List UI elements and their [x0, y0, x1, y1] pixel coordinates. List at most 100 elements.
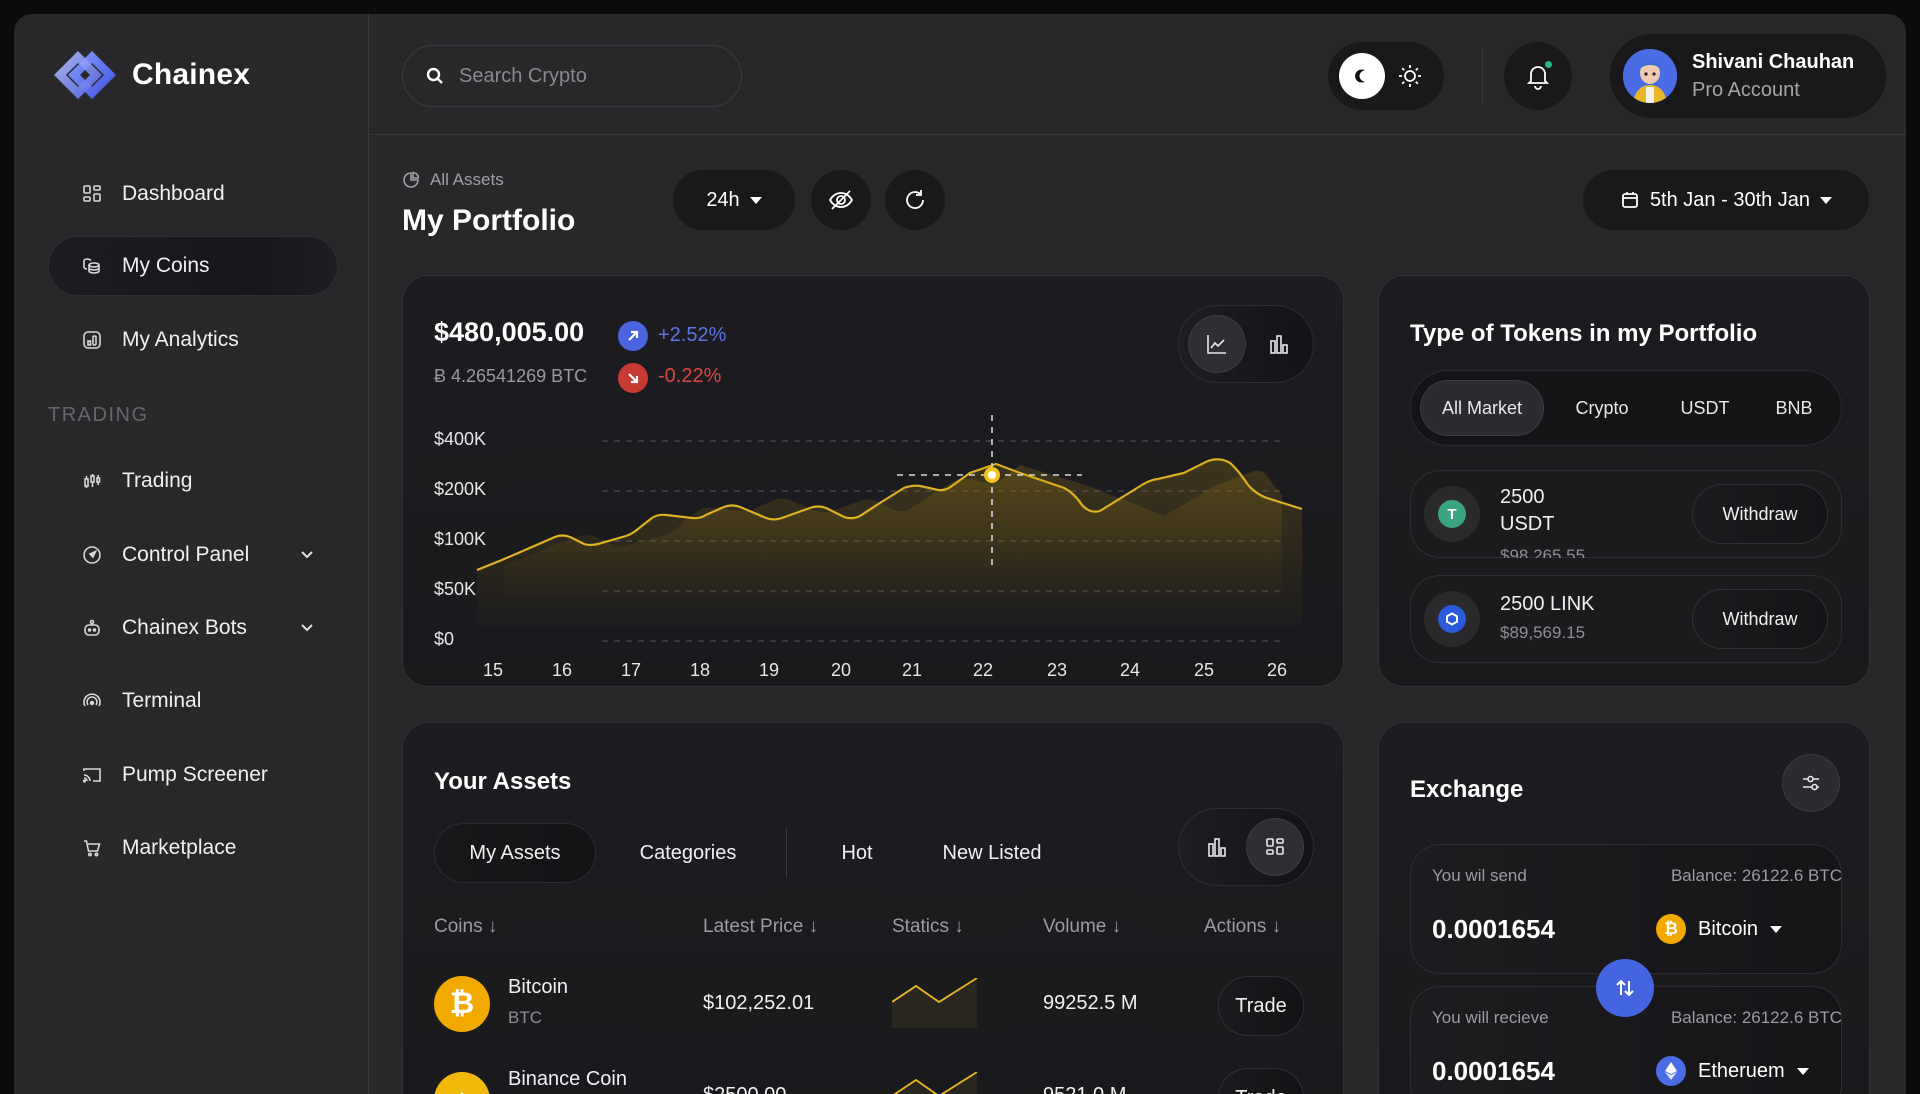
sidebar-item-label: Trading: [122, 469, 193, 492]
bitcoin-icon: ₿: [1656, 914, 1686, 944]
bar-chart-icon: [1270, 335, 1288, 354]
user-profile[interactable]: Shivani Chauhan Pro Account: [1609, 33, 1887, 119]
column-header-volume[interactable]: Volume ↓: [1043, 916, 1122, 937]
chainex-logo-icon: [48, 48, 122, 102]
sidebar-item-label: Marketplace: [122, 836, 237, 859]
calendar-icon: [1622, 192, 1638, 208]
tab-usdt[interactable]: USDT: [1680, 397, 1730, 418]
coin-price: $2500.00: [703, 1084, 786, 1094]
y-tick-400k: $400K: [434, 429, 487, 449]
notifications-button[interactable]: [1503, 41, 1573, 111]
page-title: My Portfolio: [402, 204, 576, 237]
withdraw-button[interactable]: Withdraw: [1692, 484, 1828, 544]
x-tick: 15: [483, 660, 504, 680]
y-tick-50k: $50K: [434, 579, 477, 599]
x-tick: 24: [1120, 660, 1141, 680]
portfolio-area-chart[interactable]: [402, 275, 1344, 687]
column-header-actions[interactable]: Actions ↓: [1204, 916, 1282, 937]
caret-down-icon: [749, 196, 762, 204]
signal-icon: [82, 691, 102, 711]
sidebar-item-marketplace[interactable]: Marketplace: [48, 818, 338, 878]
line-chart-icon: [1207, 335, 1226, 354]
breadcrumb-label: All Assets: [430, 170, 504, 189]
trade-button[interactable]: Trade: [1218, 1068, 1304, 1094]
moon-icon[interactable]: [1339, 53, 1385, 99]
receive-balance: Balance: 26122.6 BTC: [1670, 1008, 1842, 1027]
theme-toggle[interactable]: [1327, 41, 1445, 111]
bar-chart-mode-button[interactable]: [1250, 315, 1308, 373]
refresh-icon: [906, 190, 924, 209]
card-title: Type of Tokens in my Portfolio: [1410, 320, 1758, 347]
change-negative: -0.22%: [658, 365, 722, 387]
sun-icon[interactable]: [1397, 63, 1423, 89]
your-assets-card: Your Assets My Assets Categories Hot New…: [402, 722, 1344, 1094]
sidebar-item-my-coins[interactable]: My Coins: [48, 236, 338, 296]
exchange-settings-button[interactable]: [1782, 754, 1840, 812]
y-tick-100k: $100K: [434, 529, 487, 549]
withdraw-button[interactable]: Withdraw: [1692, 589, 1828, 649]
search-box[interactable]: [402, 45, 742, 107]
bot-icon: [82, 618, 102, 638]
receive-amount-input[interactable]: 0.0001654: [1432, 1056, 1555, 1086]
refresh-button[interactable]: [884, 169, 946, 231]
logo[interactable]: Chainex: [48, 48, 250, 102]
swap-button[interactable]: [1596, 959, 1654, 1017]
dashboard-grid-icon: [82, 184, 102, 204]
breadcrumb[interactable]: All Assets: [402, 170, 504, 190]
sparkline: [893, 1072, 978, 1094]
chart-view-button[interactable]: [1188, 818, 1246, 876]
x-tick: 23: [1047, 660, 1068, 680]
tab-all-market[interactable]: All Market: [1420, 380, 1544, 436]
timeframe-dropdown[interactable]: 24h: [672, 169, 796, 231]
tab-bnb[interactable]: BNB: [1775, 397, 1813, 418]
receive-coin-dropdown[interactable]: Etheruem: [1656, 1056, 1809, 1086]
card-title: Your Assets: [434, 768, 572, 795]
caret-down-icon: [1820, 196, 1833, 204]
column-header-coins[interactable]: Coins ↓: [434, 916, 498, 937]
column-header-statics[interactable]: Statics ↓: [892, 916, 964, 937]
portfolio-total: $480,005.00: [434, 317, 585, 347]
bar-chart-icon: [1208, 838, 1226, 857]
trade-button[interactable]: Trade: [1218, 976, 1304, 1036]
date-range-picker[interactable]: 5th Jan - 30th Jan: [1582, 169, 1870, 231]
app-name: Chainex: [132, 58, 251, 91]
coin-name: Binance Coin: [508, 1068, 627, 1090]
send-box: You wil send Balance: 26122.6 BTC 0.0001…: [1410, 844, 1842, 974]
sparkline: [892, 978, 978, 1028]
assets-view-toggle[interactable]: [1178, 808, 1314, 886]
tab-divider: [786, 828, 787, 878]
send-coin-dropdown[interactable]: ₿ Bitcoin: [1656, 914, 1783, 944]
sidebar-item-label: Chainex Bots: [122, 616, 247, 639]
change-positive: +2.52%: [658, 324, 727, 346]
sidebar-item-trading[interactable]: Trading: [48, 451, 338, 511]
column-header-latest-price[interactable]: Latest Price ↓: [703, 916, 819, 937]
sidebar-item-my-analytics[interactable]: My Analytics: [48, 310, 338, 370]
chart-mode-toggle[interactable]: [1178, 305, 1314, 383]
sidebar-item-pump-screener[interactable]: Pump Screener: [48, 745, 338, 805]
chevron-down-icon[interactable]: [298, 618, 316, 636]
sidebar-item-label: Pump Screener: [122, 763, 268, 786]
search-input[interactable]: [459, 64, 719, 88]
top-header: Shivani Chauhan Pro Account: [370, 14, 1906, 135]
coin-name: Bitcoin: [508, 976, 569, 998]
x-tick: 16: [552, 660, 573, 680]
line-chart-mode-button[interactable]: [1188, 315, 1246, 373]
hide-balance-button[interactable]: [810, 169, 872, 231]
tab-crypto[interactable]: Crypto: [1575, 397, 1629, 418]
sidebar-item-control-panel[interactable]: Control Panel: [48, 525, 338, 585]
grid-view-button[interactable]: [1246, 818, 1304, 876]
sidebar-item-chainex-bots[interactable]: Chainex Bots: [48, 598, 338, 658]
tab-categories[interactable]: Categories: [639, 841, 737, 864]
sidebar-item-dashboard[interactable]: Dashboard: [48, 164, 338, 224]
bell-icon: [1526, 66, 1550, 90]
tab-new-listed[interactable]: New Listed: [942, 841, 1042, 864]
tab-hot[interactable]: Hot: [841, 841, 873, 864]
token-icon-wrap: T: [1424, 486, 1480, 542]
timeframe-value: 24h: [706, 188, 740, 211]
send-amount-input[interactable]: 0.0001654: [1432, 914, 1555, 944]
section-label-trading: TRADING: [48, 404, 149, 426]
card-title: Exchange: [1410, 776, 1524, 803]
tab-my-assets[interactable]: My Assets: [434, 823, 596, 883]
sidebar-item-terminal[interactable]: Terminal: [48, 671, 338, 731]
chevron-down-icon[interactable]: [298, 545, 316, 563]
